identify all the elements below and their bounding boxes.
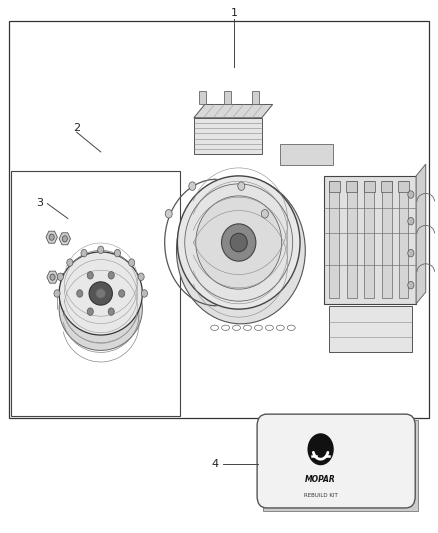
Ellipse shape: [59, 252, 142, 335]
Ellipse shape: [222, 224, 256, 261]
Bar: [328, 306, 412, 352]
Circle shape: [408, 191, 414, 198]
Bar: [399, 181, 408, 298]
Circle shape: [238, 182, 245, 190]
Bar: [329, 181, 339, 298]
Ellipse shape: [177, 176, 300, 309]
Bar: [398, 181, 409, 192]
Bar: [381, 181, 392, 192]
Polygon shape: [194, 104, 272, 118]
Ellipse shape: [185, 184, 293, 301]
Circle shape: [81, 249, 87, 257]
Circle shape: [408, 217, 414, 225]
Ellipse shape: [89, 282, 113, 305]
Text: 2: 2: [73, 123, 80, 133]
Circle shape: [261, 209, 268, 218]
Circle shape: [63, 276, 68, 282]
Circle shape: [307, 433, 334, 465]
Bar: [347, 181, 357, 298]
Bar: [224, 91, 231, 104]
Circle shape: [57, 273, 64, 280]
Ellipse shape: [230, 233, 247, 252]
Bar: [199, 91, 206, 104]
Circle shape: [62, 236, 67, 242]
FancyBboxPatch shape: [257, 414, 415, 508]
Bar: [364, 181, 374, 298]
Circle shape: [189, 182, 196, 190]
Text: REBUILD KIT: REBUILD KIT: [304, 493, 338, 498]
Bar: [11, 171, 180, 416]
Ellipse shape: [177, 177, 305, 324]
Circle shape: [87, 308, 93, 316]
Ellipse shape: [96, 289, 106, 298]
Text: 3: 3: [36, 198, 43, 207]
Circle shape: [129, 259, 135, 266]
Bar: [9, 21, 429, 418]
Text: 1: 1: [231, 9, 238, 18]
Circle shape: [108, 272, 114, 279]
Bar: [194, 118, 262, 154]
Circle shape: [54, 290, 60, 297]
Circle shape: [408, 281, 414, 289]
Circle shape: [141, 290, 148, 297]
Circle shape: [165, 209, 172, 218]
Circle shape: [77, 290, 83, 297]
Circle shape: [408, 249, 414, 257]
Text: 4: 4: [211, 459, 218, 469]
Ellipse shape: [196, 196, 282, 289]
Circle shape: [67, 259, 73, 266]
Ellipse shape: [59, 267, 142, 350]
Bar: [280, 144, 333, 165]
Bar: [382, 181, 392, 298]
Bar: [346, 181, 357, 192]
Polygon shape: [416, 164, 426, 304]
Bar: [263, 420, 418, 511]
Circle shape: [87, 272, 93, 279]
Bar: [364, 181, 375, 192]
Text: MOPAR: MOPAR: [305, 475, 336, 483]
Circle shape: [138, 273, 144, 280]
Circle shape: [49, 234, 54, 240]
Bar: [324, 176, 416, 304]
Bar: [251, 91, 258, 104]
Circle shape: [114, 249, 120, 257]
Bar: [328, 181, 340, 192]
Circle shape: [119, 290, 125, 297]
Circle shape: [50, 274, 55, 280]
Circle shape: [108, 308, 114, 316]
Circle shape: [98, 246, 104, 254]
